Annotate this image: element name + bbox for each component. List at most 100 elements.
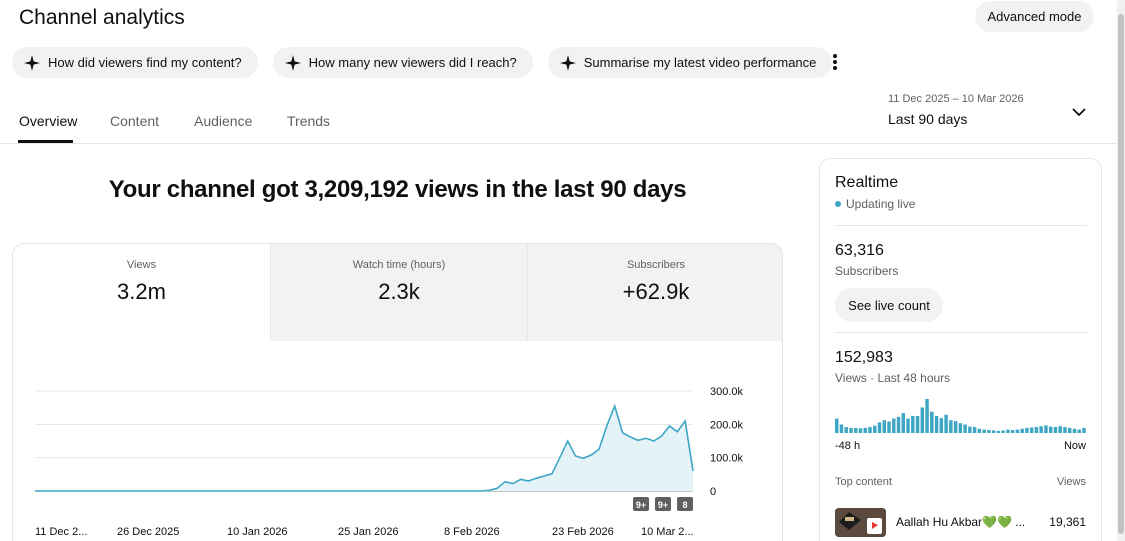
metric-views[interactable]: Views 3.2m xyxy=(13,244,270,341)
views-series-line[interactable] xyxy=(35,403,694,492)
tab-trends[interactable]: Trends xyxy=(287,113,331,129)
realtime-bar[interactable] xyxy=(1029,427,1034,433)
realtime-bar[interactable] xyxy=(877,422,882,433)
metric-subscribers[interactable]: Subscribers +62.9k xyxy=(527,244,782,341)
page-scrollbar-thumb[interactable] xyxy=(1118,14,1124,534)
realtime-bar[interactable] xyxy=(958,423,963,433)
metric-label: Watch time (hours) xyxy=(352,259,446,271)
chip-new-viewers-reach[interactable]: How many new viewers did I reach? xyxy=(272,47,533,78)
date-range-dates[interactable]: 11 Dec 2025 – 10 Mar 2026 xyxy=(888,93,1024,105)
realtime-bar[interactable] xyxy=(991,430,996,433)
realtime-bar[interactable] xyxy=(1082,427,1086,433)
realtime-bar[interactable] xyxy=(1001,430,1005,433)
top-content-heading: Top content xyxy=(835,476,892,488)
realtime-bar[interactable] xyxy=(906,418,910,433)
realtime-bar[interactable] xyxy=(844,427,848,433)
x-tick-label: 10 Jan 2026 xyxy=(227,526,288,538)
chip-summarise-latest-video[interactable]: Summarise my latest video performance xyxy=(547,47,833,78)
realtime-bar[interactable] xyxy=(868,427,872,433)
realtime-bar[interactable] xyxy=(934,416,939,433)
top-content-title[interactable]: Aallah Hu Akbar💚💚 ... xyxy=(896,515,1026,529)
realtime-bar[interactable] xyxy=(1048,426,1053,433)
views-line-chart[interactable]: 300.0k 200.0k 100.0k 0 9+ 9+ 8 11 Dec 2... 26 De… xyxy=(13,341,783,541)
realtime-bar[interactable] xyxy=(996,430,1001,433)
realtime-bar[interactable] xyxy=(882,420,886,433)
realtime-bar[interactable] xyxy=(1006,429,1010,433)
top-content-views: 19,361 xyxy=(1049,515,1086,529)
x-tick-label: 11 Dec 2... xyxy=(35,526,87,538)
realtime-bar[interactable] xyxy=(873,425,877,433)
realtime-bar[interactable] xyxy=(920,407,925,434)
realtime-bar[interactable] xyxy=(987,430,991,433)
metric-value: 2.3k xyxy=(378,279,420,304)
chip-label: How did viewers find my content? xyxy=(48,55,242,70)
realtime-subscribers-value: 63,316 xyxy=(835,242,884,259)
advanced-mode-button[interactable]: Advanced mode xyxy=(975,1,1094,32)
realtime-bar[interactable] xyxy=(968,426,972,433)
realtime-bar[interactable] xyxy=(925,399,929,433)
publish-marker[interactable] xyxy=(633,497,649,511)
tab-overview[interactable]: Overview xyxy=(19,113,78,129)
realtime-bar[interactable] xyxy=(835,418,839,433)
realtime-bar[interactable] xyxy=(944,414,948,433)
metric-label: Subscribers xyxy=(626,259,686,271)
metric-value: +62.9k xyxy=(622,279,690,304)
publish-marker-label: 9+ xyxy=(658,500,668,510)
realtime-bar[interactable] xyxy=(896,416,901,433)
realtime-bar[interactable] xyxy=(982,429,986,433)
tab-content[interactable]: Content xyxy=(110,113,160,129)
sparkle-icon xyxy=(24,54,40,71)
realtime-bar[interactable] xyxy=(1015,429,1020,433)
realtime-status: Updating live xyxy=(835,197,915,211)
realtime-bar[interactable] xyxy=(963,424,967,434)
overview-chart-card: Views 3.2m Watch time (hours) 2.3k Subsc… xyxy=(12,243,783,541)
tab-audience[interactable]: Audience xyxy=(194,113,253,129)
realtime-bar[interactable] xyxy=(1058,426,1062,433)
realtime-bar[interactable] xyxy=(839,424,844,434)
realtime-bar[interactable] xyxy=(854,427,858,433)
realtime-bar[interactable] xyxy=(911,416,915,433)
x-tick-label: 25 Jan 2026 xyxy=(338,526,399,538)
realtime-bar[interactable] xyxy=(1063,427,1067,433)
live-dot-icon xyxy=(835,201,841,207)
realtime-bar[interactable] xyxy=(1010,430,1015,433)
see-live-count-button[interactable]: See live count xyxy=(835,288,943,322)
realtime-bar[interactable] xyxy=(1067,427,1072,433)
realtime-bar[interactable] xyxy=(972,427,977,433)
realtime-views-bar-chart[interactable] xyxy=(835,397,1087,433)
realtime-bar[interactable] xyxy=(1053,427,1058,433)
y-tick-label: 300.0k xyxy=(710,386,744,398)
realtime-bar[interactable] xyxy=(949,420,953,433)
realtime-bar[interactable] xyxy=(1020,428,1024,433)
publish-marker[interactable] xyxy=(655,497,671,511)
realtime-bar[interactable] xyxy=(1034,427,1039,433)
realtime-bar[interactable] xyxy=(1072,428,1077,433)
metric-watch-time[interactable]: Watch time (hours) 2.3k xyxy=(270,244,527,341)
active-tab-indicator xyxy=(18,140,73,143)
sparkle-icon xyxy=(284,54,301,71)
realtime-bar[interactable] xyxy=(1077,429,1081,433)
realtime-bar[interactable] xyxy=(901,413,906,433)
realtime-bar[interactable] xyxy=(930,411,934,433)
realtime-bar[interactable] xyxy=(887,421,891,433)
realtime-bar[interactable] xyxy=(1039,426,1043,433)
date-range-selector[interactable]: Last 90 days xyxy=(888,111,968,127)
realtime-bar[interactable] xyxy=(953,421,958,433)
video-thumbnail[interactable] xyxy=(835,508,886,537)
realtime-bar[interactable] xyxy=(849,427,853,433)
realtime-bar[interactable] xyxy=(858,428,863,433)
chevron-down-icon[interactable] xyxy=(1071,104,1087,120)
chip-viewers-find-content[interactable]: How did viewers find my content? xyxy=(12,47,258,78)
realtime-bar[interactable] xyxy=(1044,425,1048,433)
realtime-bar[interactable] xyxy=(915,416,920,433)
chip-label: Summarise my latest video performance xyxy=(583,55,817,70)
realtime-bar[interactable] xyxy=(863,427,867,433)
realtime-bar[interactable] xyxy=(939,418,944,433)
realtime-bar[interactable] xyxy=(892,418,896,433)
more-options-icon[interactable] xyxy=(826,52,844,72)
y-tick-label: 200.0k xyxy=(710,419,744,431)
publish-marker[interactable] xyxy=(677,497,693,511)
suggestion-chips: How did viewers find my content? How man… xyxy=(12,47,833,78)
realtime-bar[interactable] xyxy=(977,428,982,433)
realtime-bar[interactable] xyxy=(1025,427,1029,433)
